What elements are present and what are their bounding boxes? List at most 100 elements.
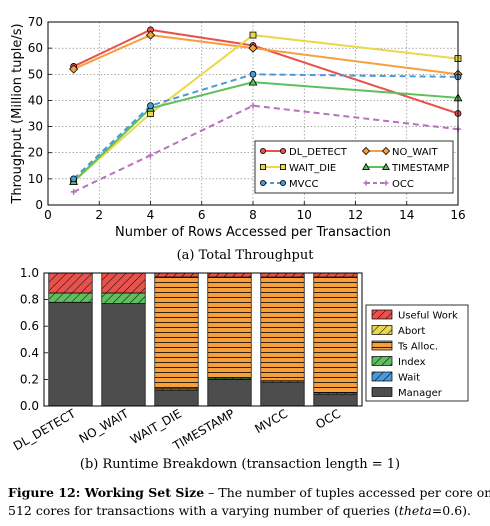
x-tick-label: 0 (44, 208, 52, 222)
subfigure-b-caption: (b) Runtime Breakdown (transaction lengt… (80, 457, 400, 472)
bar-segment-manager (101, 303, 146, 407)
bar-hatch-ts-alloc (154, 276, 199, 389)
legend-swatch-hatch-ts-alloc (372, 341, 392, 350)
y-tick-label: 10 (28, 172, 43, 186)
y-tick-label: 40 (28, 93, 43, 107)
x-tick-label: 12 (348, 208, 363, 222)
figure-caption-text-2b: =0.6). (432, 503, 471, 518)
bar-hatch-useful-work (101, 273, 146, 293)
data-point-mvcc (249, 70, 257, 78)
legend-label-useful-work: Useful Work (398, 311, 458, 322)
legend-marker-mvcc (279, 179, 286, 186)
y-tick-label: 0.2 (20, 372, 39, 386)
bar-hatch-index (260, 380, 305, 383)
bar-hatch-ts-alloc (260, 276, 305, 381)
legend-marker-no-wait (361, 146, 371, 156)
throughput-x-axis-label: Number of Rows Accessed per Transaction (115, 225, 391, 240)
throughput-series-markers (69, 26, 463, 195)
bar-hatch-useful-work (154, 273, 199, 277)
legend-marker-occ (363, 180, 369, 186)
runtime-breakdown-bars (48, 272, 358, 407)
legend-marker-wait-die (259, 163, 266, 170)
x-tick-label-no-wait: NO_WAIT (77, 406, 132, 446)
y-tick-label: 0.8 (20, 293, 39, 307)
runtime-breakdown-bar-chart: 0.00.20.40.60.81.0DL_DETECTNO_WAITWAIT_D… (11, 266, 469, 453)
bar-hatch-index (48, 292, 93, 303)
x-tick-label: 10 (297, 208, 312, 222)
throughput-line-chart: 0 2 4 6 8 10 12 14 16 0 10 20 30 40 50 60 70 Number of R… (10, 15, 466, 240)
runtime-breakdown-legend: Useful Work Abort Ts Alloc. Index Wait Manage… (365, 304, 469, 402)
series-line-wait-die (72, 34, 459, 183)
bar-hatch-useful-work (207, 273, 252, 277)
data-point-mvcc (70, 175, 78, 183)
legend-label-wait: Wait (398, 373, 420, 384)
legend-label-mvcc: MVCC (289, 179, 318, 190)
y-tick-label: 60 (28, 41, 43, 55)
y-tick-label: 0.4 (20, 346, 39, 360)
x-tick-label: 8 (249, 208, 257, 222)
y-tick-label: 0 (35, 198, 43, 212)
figure-caption-label: Figure 12: Working Set Size (8, 485, 204, 500)
legend-label-abort: Abort (398, 326, 425, 337)
data-point-mvcc (147, 102, 154, 110)
bar-hatch-useful-work (48, 273, 93, 293)
series-line-no-wait (73, 34, 459, 76)
legend-swatch-hatch-index (372, 356, 392, 366)
data-point-no-wait (69, 64, 79, 74)
data-point-timestamp (248, 77, 258, 86)
figure-caption-line-1: Figure 12: Working Set Size – The number… (8, 485, 490, 500)
bar-segment-manager (154, 389, 199, 407)
runtime-breakdown-plot-frame (43, 272, 363, 407)
series-line-mvcc (72, 73, 459, 180)
data-point-occ (147, 152, 154, 159)
y-tick-label: 0.6 (20, 319, 39, 333)
legend-label-wait-die: WAIT_DIE (289, 163, 336, 174)
y-tick-label: 0.0 (20, 399, 39, 413)
x-tick-label: 14 (399, 208, 414, 222)
data-point-occ (250, 102, 256, 109)
legend-label-occ: OCC (392, 179, 414, 190)
series-line-occ (73, 104, 459, 193)
data-point-no-wait (145, 30, 156, 40)
data-point-wait-die (249, 31, 257, 39)
x-tick-label-occ: OCC (313, 406, 343, 431)
legend-swatch-hatch-wait (372, 372, 392, 381)
legend-marker-wait-die (279, 163, 286, 170)
data-point-occ (70, 188, 77, 195)
bar-hatch-index (154, 388, 199, 391)
legend-marker-dl-detect (279, 147, 286, 154)
y-tick-label: 50 (28, 67, 43, 81)
throughput-legend: DL_DETECT NO_WAIT WAIT_DIE TIMESTAMP MVCC OCC (254, 140, 454, 194)
y-tick-label: 20 (28, 146, 43, 160)
bar-hatch-ts-alloc (207, 276, 252, 379)
bar-hatch-ts-alloc (313, 276, 358, 393)
bar-hatch-index (313, 392, 358, 395)
bar-hatch-index (207, 378, 252, 380)
data-point-no-wait (248, 43, 258, 53)
legend-marker-timestamp (382, 162, 390, 171)
bar-segment-manager (207, 379, 252, 407)
legend-box (365, 304, 469, 402)
x-tick-label: 16 (450, 208, 465, 222)
y-tick-label: 1.0 (20, 266, 39, 280)
series-line-dl-detect (73, 28, 459, 115)
x-tick-label: 2 (95, 208, 103, 222)
y-tick-label: 30 (28, 120, 43, 134)
legend-label-no-wait: NO_WAIT (392, 147, 438, 158)
legend-box (254, 140, 454, 194)
legend-swatch-manager (371, 387, 393, 397)
legend-label-manager: Manager (398, 388, 443, 399)
legend-label-ts-alloc: Ts Alloc. (397, 342, 438, 353)
legend-swatch-hatch-abort (372, 325, 392, 335)
series-line-timestamp (72, 81, 459, 183)
figure-caption-variable: theta (399, 503, 432, 518)
x-tick-label: 4 (147, 208, 155, 222)
throughput-series-lines (72, 28, 459, 193)
bar-segment-manager (313, 393, 358, 407)
x-tick-label: 6 (198, 208, 206, 222)
x-tick-label-dl-detect: DL_DETECT (11, 406, 79, 453)
legend-marker-occ (383, 180, 389, 186)
x-tick-label-mvcc: MVCC (252, 406, 290, 436)
bar-hatch-useful-work (260, 273, 305, 277)
